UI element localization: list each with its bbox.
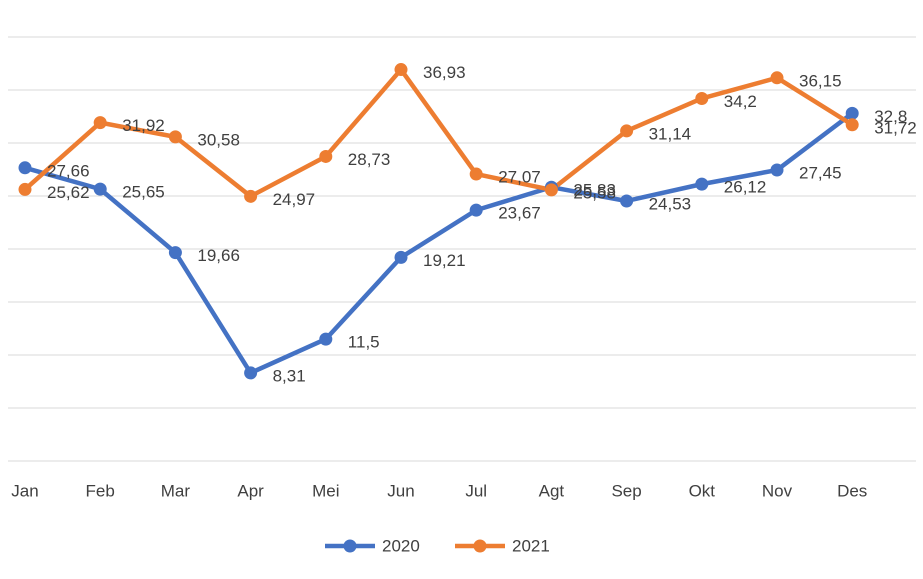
x-tick-label: Feb — [86, 481, 115, 500]
data-label: 24,97 — [273, 190, 316, 209]
data-point — [845, 106, 859, 120]
data-label: 27,45 — [799, 164, 842, 183]
data-point — [18, 182, 32, 196]
data-point — [695, 177, 709, 191]
data-point — [695, 91, 709, 105]
data-label: 28,73 — [348, 150, 391, 169]
x-tick-label: Des — [837, 481, 867, 500]
data-point — [770, 71, 784, 85]
x-tick-label: Nov — [762, 481, 793, 500]
data-label: 25,65 — [122, 183, 165, 202]
x-tick-label: Sep — [611, 481, 641, 500]
data-label: 11,5 — [348, 333, 380, 352]
x-tick-label: Mar — [161, 481, 191, 500]
data-point — [244, 366, 258, 380]
data-label: 34,2 — [724, 92, 757, 111]
data-label: 27,66 — [47, 161, 90, 180]
data-point — [770, 163, 784, 177]
data-point — [845, 118, 859, 132]
data-label: 19,66 — [197, 246, 240, 265]
x-tick-label: Apr — [237, 481, 264, 500]
data-point — [168, 246, 182, 260]
data-point — [544, 183, 558, 197]
x-tick-label: Agt — [539, 481, 565, 500]
data-point — [93, 116, 107, 130]
data-label: 32,8 — [874, 107, 907, 126]
data-label: 26,12 — [724, 178, 767, 197]
legend-marker — [473, 539, 487, 553]
data-label: 36,15 — [799, 71, 842, 90]
data-label: 25,83 — [573, 181, 616, 200]
data-point — [394, 250, 408, 264]
data-point — [469, 167, 483, 181]
x-tick-label: Jul — [465, 481, 487, 500]
data-point — [93, 182, 107, 196]
data-point — [620, 194, 634, 208]
data-label: 8,31 — [273, 366, 306, 385]
data-label: 25,58 — [573, 183, 616, 202]
legend-label: 2020 — [382, 536, 420, 555]
data-point — [18, 161, 32, 175]
x-tick-label: Okt — [689, 481, 716, 500]
data-label: 31,14 — [649, 124, 692, 143]
series-line — [23, 67, 854, 199]
data-point — [168, 130, 182, 144]
data-label: 27,07 — [498, 168, 541, 187]
legend-marker — [343, 539, 357, 553]
data-point — [394, 63, 408, 77]
data-point — [319, 332, 333, 346]
data-label: 23,67 — [498, 204, 541, 223]
data-label: 24,53 — [649, 194, 692, 213]
data-label: 31,92 — [122, 116, 165, 135]
x-tick-label: Jun — [387, 481, 414, 500]
series-line — [24, 111, 854, 376]
data-label: 25,62 — [47, 183, 90, 202]
data-point — [620, 124, 634, 138]
data-label: 36,93 — [423, 63, 466, 82]
data-point — [244, 189, 258, 203]
x-tick-label: Mei — [312, 481, 339, 500]
data-point — [319, 149, 333, 163]
data-label: 30,58 — [197, 130, 240, 149]
data-label: 19,21 — [423, 251, 466, 270]
x-tick-label: Jan — [11, 481, 38, 500]
data-point — [469, 203, 483, 217]
data-label: 31,72 — [874, 118, 917, 137]
legend-label: 2021 — [512, 536, 550, 555]
